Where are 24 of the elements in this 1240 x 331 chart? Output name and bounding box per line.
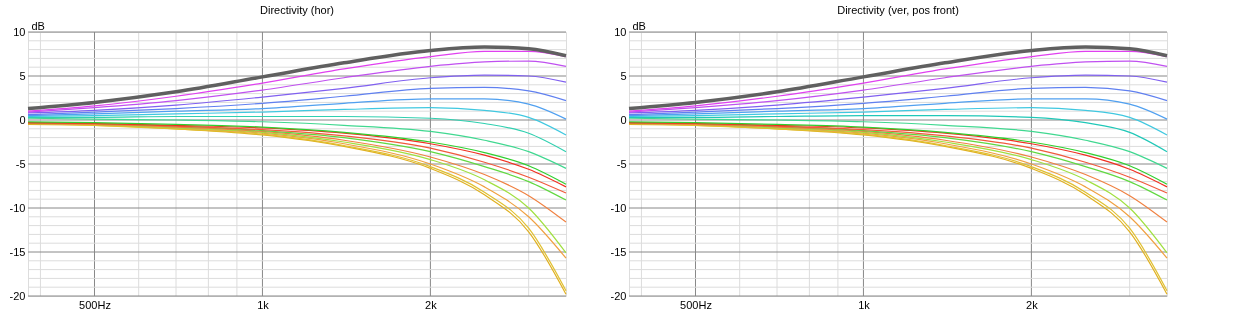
y-axis-title: dB <box>632 19 646 32</box>
x-tick-label: 2k <box>1026 298 1039 311</box>
y-tick-label: 5 <box>19 69 26 82</box>
y-tick-label: -15 <box>9 245 26 258</box>
y-tick-label: -5 <box>616 157 627 170</box>
y-tick-label: 0 <box>620 113 627 126</box>
x-tick-label: 1k <box>858 298 871 311</box>
y-tick-label: -10 <box>610 201 627 214</box>
x-tick-label: 500Hz <box>79 298 111 311</box>
chart-title: Directivity (hor) <box>260 4 334 16</box>
y-tick-label: 10 <box>13 25 26 38</box>
y-tick-label: 5 <box>620 69 627 82</box>
y-tick-label: -15 <box>610 245 627 258</box>
y-tick-label: -10 <box>9 201 26 214</box>
x-tick-label: 1k <box>257 298 270 311</box>
y-tick-label: 0 <box>19 113 26 126</box>
y-axis-title: dB <box>31 19 45 32</box>
chart-title: Directivity (ver, pos front) <box>837 4 959 16</box>
x-tick-label: 500Hz <box>680 298 712 311</box>
x-tick-label: 2k <box>425 298 438 311</box>
y-tick-label: -20 <box>9 289 26 302</box>
y-tick-label: -20 <box>610 289 627 302</box>
y-tick-label: 10 <box>614 25 627 38</box>
y-tick-label: -5 <box>15 157 26 170</box>
